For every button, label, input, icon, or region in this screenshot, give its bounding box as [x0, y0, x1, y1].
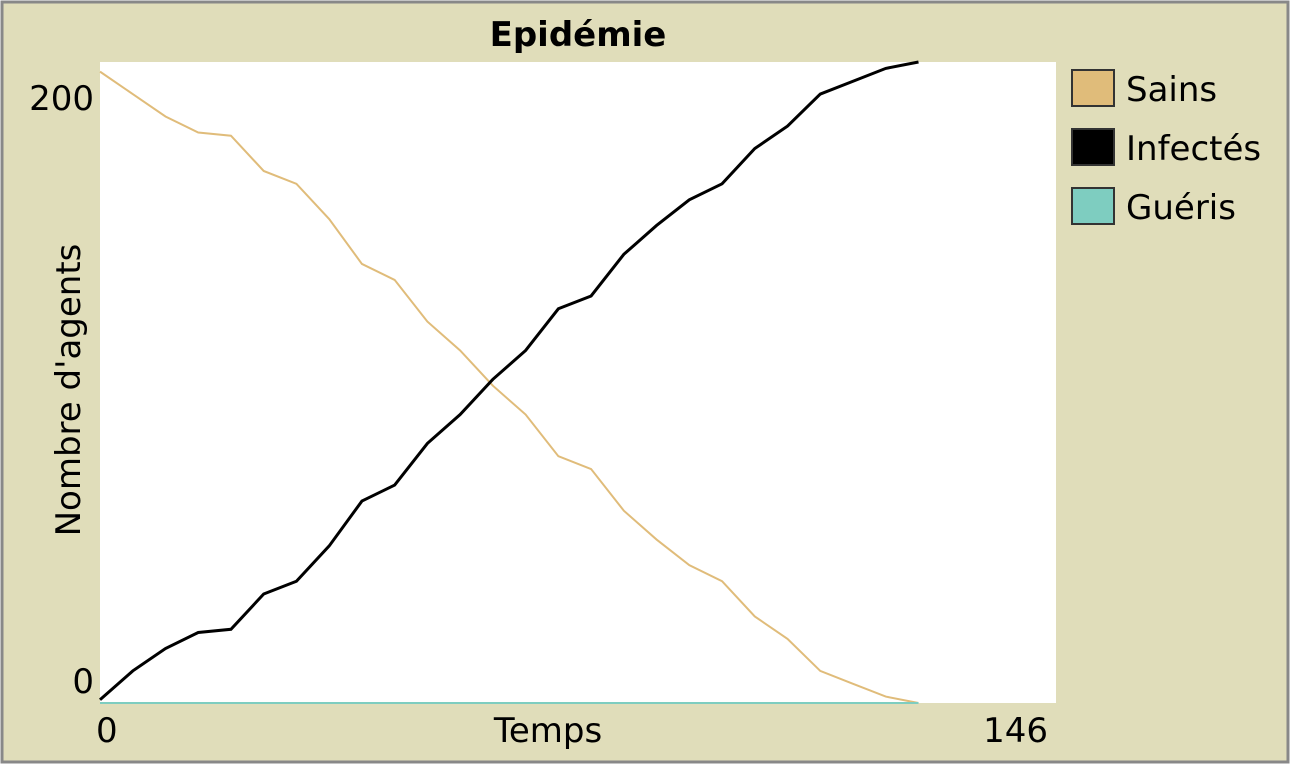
legend-swatch	[1071, 128, 1115, 166]
plot-area	[100, 62, 1056, 703]
series-line	[99, 70, 919, 704]
y-tick-label: 0	[72, 662, 94, 702]
legend-swatch	[1071, 187, 1115, 225]
legend-label: Guéris	[1126, 188, 1236, 228]
series-line	[99, 60, 919, 701]
x-tick-label: 0	[96, 711, 118, 751]
legend-label: Infectés	[1126, 129, 1261, 169]
legend-label: Sains	[1126, 70, 1217, 110]
y-axis-label: Nombre d'agents	[49, 244, 89, 537]
legend-swatch	[1071, 69, 1115, 107]
x-tick-label: 146	[983, 711, 1048, 751]
y-tick-label: 200	[29, 79, 94, 119]
chart-title: Epidémie	[490, 15, 667, 55]
x-axis-label: Temps	[493, 711, 602, 751]
